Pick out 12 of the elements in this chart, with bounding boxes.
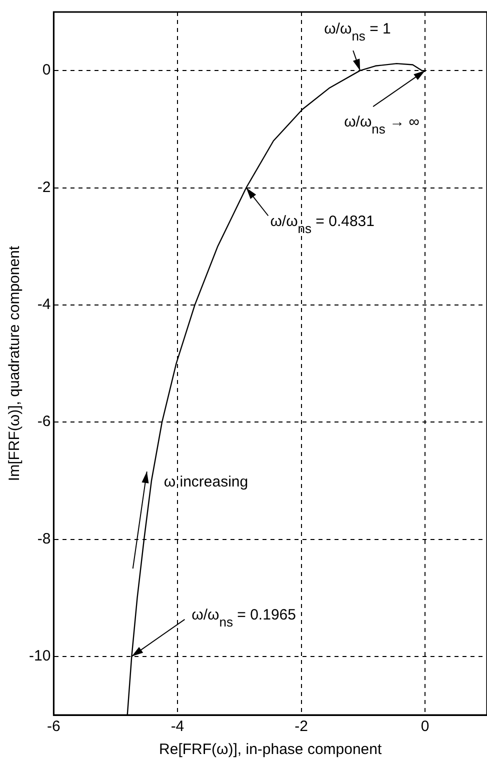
y-axis-title: Im[FRF(ω)], quadrature component	[6, 245, 24, 482]
annotation: ω increasing	[164, 474, 248, 491]
y-tick-label: -4	[37, 296, 51, 314]
y-tick-label: 0	[42, 62, 51, 79]
x-axis-title: Re[FRF(ω)], in-phase component	[159, 741, 382, 758]
x-tick-label: -4	[170, 718, 184, 736]
y-tick-label: -8	[37, 530, 51, 548]
x-tick-label: 0	[420, 718, 430, 736]
y-tick-label: -6	[37, 413, 51, 430]
y-tick-label: -2	[37, 178, 51, 196]
y-tick-label: -10	[28, 648, 51, 665]
x-tick-label: -2	[294, 718, 308, 736]
